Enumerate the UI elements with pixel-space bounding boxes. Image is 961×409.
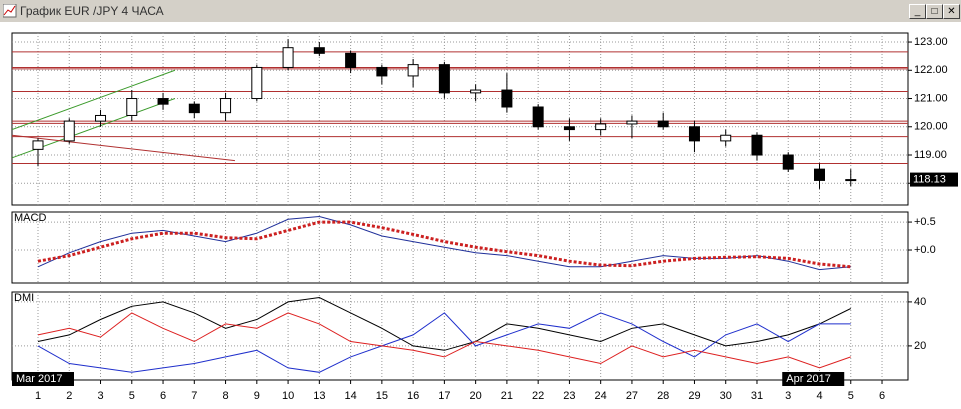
- x-tick-label: 27: [626, 390, 638, 402]
- x-tick-label: 20: [470, 390, 482, 402]
- x-tick-label: 30: [720, 390, 732, 402]
- y-tick-label: 122.00: [914, 64, 948, 76]
- candle-body: [470, 89, 482, 94]
- last-price-box: [910, 172, 958, 187]
- x-tick-label: 7: [191, 390, 197, 402]
- y-tick-label: 123.00: [914, 36, 948, 48]
- x-tick-label: 8: [222, 390, 228, 402]
- last-price-label: 118.13: [913, 173, 946, 185]
- month-label-box: [12, 372, 74, 386]
- x-tick-label: 15: [376, 390, 388, 402]
- candle-body: [126, 98, 138, 116]
- month-label: Apr 2017: [786, 373, 831, 385]
- x-tick-label: 6: [160, 390, 166, 402]
- month-label-box: [782, 372, 845, 386]
- x-tick-label: 22: [532, 390, 544, 402]
- candle-body: [657, 120, 669, 128]
- x-tick-label: 3: [785, 390, 791, 402]
- y-tick-label: 20: [914, 340, 926, 352]
- series-line: [37, 220, 851, 269]
- candle-body: [407, 64, 419, 77]
- candle-body: [563, 126, 575, 131]
- title-bar: График EUR /JPY 4 ЧАСА _ □ ✕: [0, 0, 961, 23]
- x-tick-label: 16: [407, 390, 419, 402]
- x-tick-label: 28: [657, 390, 669, 402]
- candle-body: [251, 66, 263, 100]
- candle-body: [220, 98, 232, 114]
- x-tick-label: 31: [751, 390, 763, 402]
- x-tick-label: 10: [282, 390, 294, 402]
- candle-body: [438, 64, 450, 94]
- x-tick-label: 5: [129, 390, 135, 402]
- candle-body: [720, 134, 732, 142]
- candle-body: [376, 66, 388, 77]
- x-tick-label: 24: [595, 390, 607, 402]
- series-line: [37, 312, 851, 369]
- y-tick-label: +0.0: [914, 244, 936, 256]
- y-tick-label: 120.00: [914, 121, 948, 133]
- candle-body: [595, 123, 607, 131]
- x-tick-label: 9: [254, 390, 260, 402]
- candle-body: [688, 126, 700, 142]
- candle-body: [814, 168, 825, 181]
- maximize-button[interactable]: □: [926, 4, 943, 19]
- minimize-button[interactable]: _: [909, 4, 926, 19]
- candle-body: [532, 106, 544, 128]
- candle-body: [282, 47, 294, 68]
- app-icon: [3, 4, 17, 18]
- x-tick-label: 21: [501, 390, 513, 402]
- x-tick-label: 2: [66, 390, 72, 402]
- panel-title: MACD: [14, 212, 46, 224]
- candle-body: [845, 179, 857, 182]
- candle-body: [188, 103, 200, 114]
- panel-frame: [11, 32, 909, 206]
- x-tick-label: 14: [344, 390, 356, 402]
- x-tick-label: 23: [563, 390, 575, 402]
- panel-frame: [11, 291, 909, 381]
- y-tick-label: 121.00: [914, 92, 948, 104]
- y-tick-label: 119.00: [914, 149, 947, 161]
- y-tick-label: 40: [914, 296, 926, 308]
- x-tick-label: 13: [313, 390, 325, 402]
- candle-body: [95, 114, 107, 122]
- candle-body: [63, 120, 75, 142]
- candle-body: [751, 134, 763, 156]
- trend-line: [11, 69, 176, 131]
- panel-frame: [11, 211, 909, 284]
- candle-body: [157, 98, 169, 105]
- x-tick-label: 1: [35, 390, 41, 402]
- candle-body: [32, 140, 44, 150]
- window-title: График EUR /JPY 4 ЧАСА: [20, 4, 164, 18]
- candle-body: [782, 154, 794, 170]
- month-label: Mar 2017: [16, 373, 62, 385]
- candle-body: [345, 52, 357, 68]
- panel-title: DMI: [14, 292, 34, 304]
- x-tick-label: 29: [688, 390, 700, 402]
- candle-body: [313, 47, 325, 54]
- close-button[interactable]: ✕: [943, 4, 960, 19]
- trend-line: [11, 134, 235, 162]
- series-line: [37, 312, 851, 373]
- chart: 118.00119.00120.00121.00122.00123.00118.…: [0, 22, 961, 409]
- x-tick-label: 3: [97, 390, 103, 402]
- x-tick-label: 6: [879, 390, 885, 402]
- x-tick-label: 4: [816, 390, 822, 402]
- candle-body: [626, 120, 638, 125]
- candle-body: [501, 89, 513, 108]
- y-tick-label: +0.5: [914, 216, 936, 228]
- x-tick-label: 5: [848, 390, 854, 402]
- x-tick-label: 17: [438, 390, 450, 402]
